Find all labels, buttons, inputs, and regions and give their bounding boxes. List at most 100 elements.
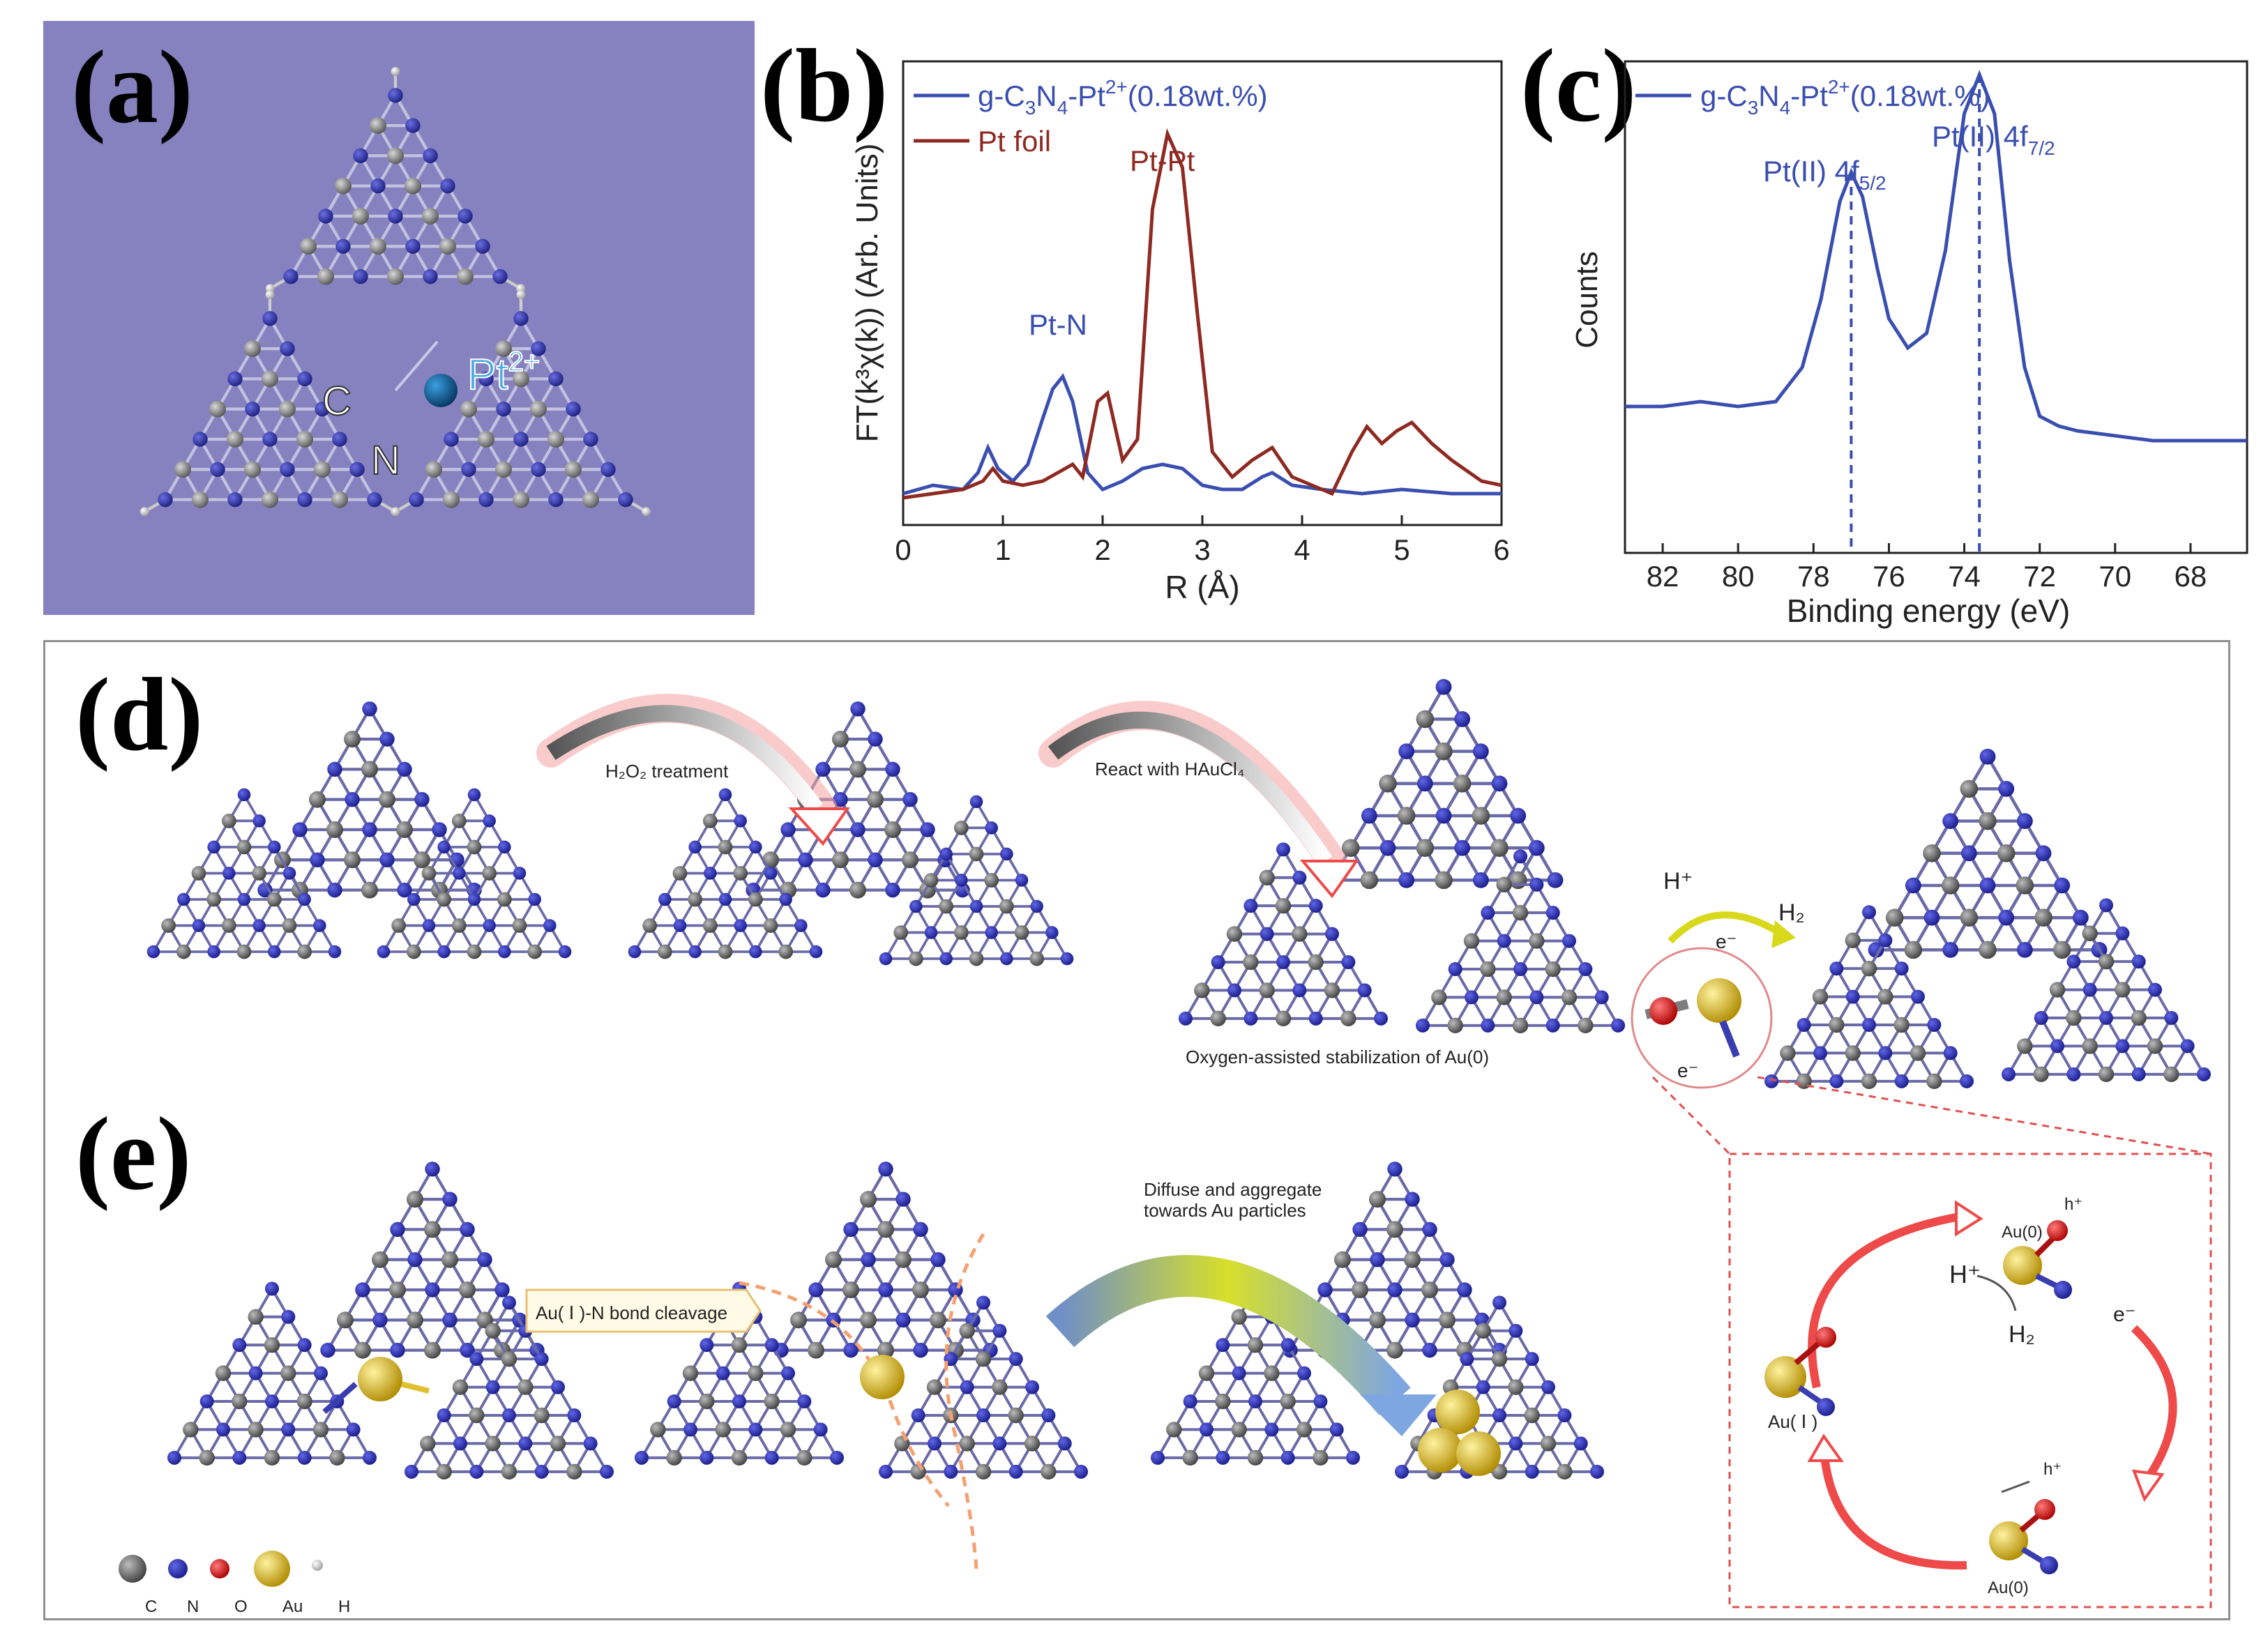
legend-label-c: C [145,1597,157,1616]
h2-label: H₂ [1778,899,1805,926]
cycle-au0-top: Au(0) [2002,1223,2043,1242]
gold-atom [1697,978,1741,1023]
diffuse-label-2: towards Au particles [1144,1200,1306,1221]
diffuse-label-1: Diffuse and aggregate [1144,1179,1322,1200]
d-frag-3-right [1416,849,1625,1034]
legend-atom-c [119,1555,146,1583]
annotation-pt-n: Pt-N [1029,308,1087,341]
d-frag-2-right [879,795,1074,966]
diffusion-path-2 [944,1233,985,1569]
series-line-xps [1625,70,2247,443]
panel-label-b: (b) [760,28,889,144]
panels-d-e-frame [43,640,2230,1620]
x-tick-label: 1 [995,533,1011,566]
legend-label-au: Au [282,1597,303,1616]
x-tick-label: 3 [1194,533,1210,566]
e-frag-3-left [1151,1281,1360,1466]
e-frag-2-left [635,1281,844,1466]
legend-label-o: O [234,1597,248,1616]
pt-n-bond [394,340,439,392]
y-axis-label: FT(k³χ(k)) (Arb. Units) [850,144,884,443]
legend-atom-au [254,1551,290,1587]
annotation-pt-pt: Pt-Pt [1130,144,1195,177]
d-frag-1-right [377,788,572,959]
h2o2-treatment-arrow: H₂O₂ treatment [536,694,850,846]
x-axis-label: R (Å) [1165,569,1239,605]
heptazine-left [139,290,400,517]
xps-chart: 82 80 78 76 74 72 70 68 g-C3N4-Pt2+(0.18wt.%) P… [1570,60,2248,629]
x-tick-label: 72 [2023,560,2056,593]
free-gold-atom [860,1355,905,1399]
d-frag-4-left [1764,905,1974,1090]
bonded-gold-atom [358,1357,402,1401]
x-tick-label: 0 [895,533,911,566]
e-frag-1-left [167,1281,377,1466]
x-tick-label: 4 [1294,533,1310,566]
n-label: N [371,438,400,483]
cycle-h-top: h⁺ [2064,1195,2082,1214]
legend-atom-n [168,1559,188,1578]
cycle-h-plus: H⁺ [1949,1260,1981,1288]
plot-frame [1624,60,2248,554]
panel-b: (b) 0 1 2 3 4 5 6 g-C3N4-Pt2+(0.18wt.%) Pt foi… [760,21,1520,621]
e-top-label: e⁻ [1716,931,1737,952]
heptazine-top [265,67,526,294]
legend-label-h: H [338,1597,350,1616]
cycle-e-minus: e⁻ [2113,1303,2136,1326]
heptazine-right [391,290,651,517]
d-frag-1-top [257,701,482,899]
exafs-chart: 0 1 2 3 4 5 6 g-C3N4-Pt2+(0.18wt.%) Pt foil Pt… [850,60,1510,605]
x-axis-label: Binding energy (eV) [1787,593,2071,629]
d-frag-4-top [1868,748,2108,959]
x-tick-label: 74 [1948,560,1981,593]
element-legend: C N O Au H [119,1551,350,1616]
peak-label-5-2: Pt(II) 4f5/2 [1763,155,1887,194]
legend-atom-o [210,1559,229,1578]
molecule-pt-c3n4: Pt2+ C N [139,67,651,517]
catalytic-cycle: Au(0) h⁺ H⁺ H₂ e⁻ Au( Ⅰ ) Au(0) h⁺ [1764,1195,2177,1597]
x-tick-label: 80 [1722,560,1755,593]
bond-cleavage-arrow: Au( Ⅰ )-N bond cleavage [525,1288,762,1333]
e-frag-1-right [405,1295,614,1480]
pt-atom [424,374,458,407]
d-frag-4-right [2002,898,2211,1083]
panel-c: (c) 82 80 78 76 74 72 70 68 g-C3N4-Pt2+(0.18wt.… [1520,21,2268,634]
x-tick-label: 5 [1393,533,1409,566]
legend-label-pt-n: g-C3N4-Pt2+(0.18wt.%) [978,76,1268,119]
panel-a: (a) Pt2+ C N [43,21,755,615]
zoom-box [1728,1152,2212,1608]
series-line-pt-n [902,373,1502,496]
e-frag-2-right [879,1295,1088,1480]
panel-label-c: (c) [1520,28,1637,144]
legend-atom-h [312,1560,323,1571]
react-hauc14-label: React with HAuCl₄ [1095,759,1244,779]
cycle-au0-bottom: Au(0) [1988,1578,2029,1597]
cycle-au1: Au( Ⅰ ) [1768,1411,1817,1432]
h-plus-label: H⁺ [1663,868,1693,895]
d-frag-1-left [146,788,342,959]
h2o2-treatment-label: H₂O₂ treatment [605,761,729,782]
d-frag-2-left [628,788,823,959]
e-frag-1-top [320,1162,545,1359]
d-frag-3-left [1179,842,1388,1027]
x-tick-label: 78 [1797,560,1830,593]
zoom-line-left [1651,1076,1731,1155]
bond-cleavage-label: Au( Ⅰ )-N bond cleavage [536,1302,727,1323]
legend-label-xps: g-C3N4-Pt2+(0.18wt.%) [1700,76,1990,119]
d-frag-3-top [1324,678,1564,890]
legend-label-n: N [187,1597,199,1616]
gold-cluster [1418,1390,1501,1476]
zoom-line-right [1757,1076,2212,1155]
aggregate-arrow: Diffuse and aggregate towards Au particl… [1045,1179,1437,1436]
peak-label-7-2: Pt(II) 4f7/2 [1932,120,2055,159]
cycle-h2: H₂ [2009,1321,2035,1348]
oxygen-stabilization-caption: Oxygen-assisted stabilization of Au(0) [1186,1047,1489,1067]
x-tick-label: 6 [1493,533,1509,566]
x-tick-label: 70 [2099,560,2131,593]
x-tick-label: 76 [1873,560,1905,593]
oxygen-atom [1649,997,1677,1025]
x-tick-label: 2 [1094,533,1110,566]
au0-active-site: H⁺ H₂ e⁻ e⁻ [1631,868,1805,1089]
x-tick-label: 68 [2175,560,2207,593]
